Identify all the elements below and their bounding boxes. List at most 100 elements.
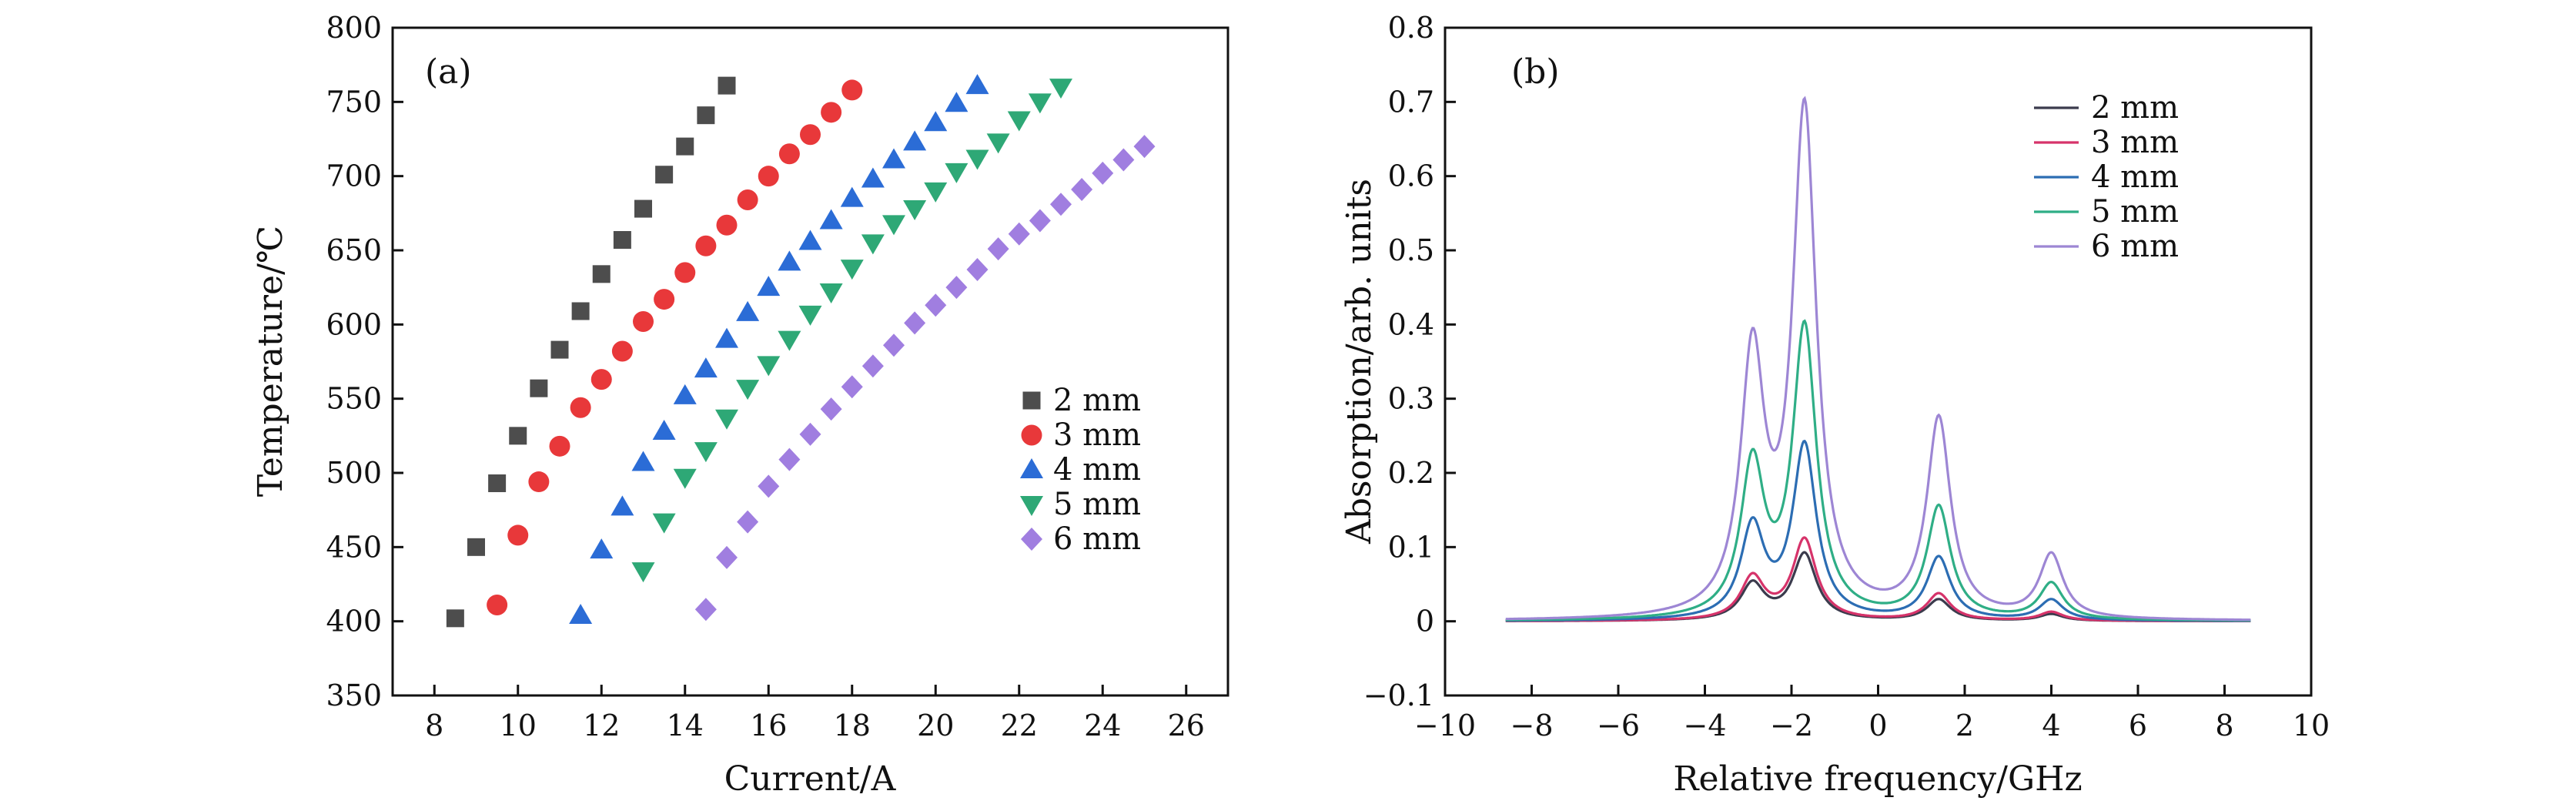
- y-tick-label: −0.1: [1363, 679, 1434, 712]
- panel-a-y-axis-label: Temperature/℃: [251, 226, 290, 497]
- data-point-6mm: [987, 237, 1009, 261]
- panel-a-markers: [446, 74, 1156, 628]
- data-point-2mm: [571, 302, 590, 320]
- data-point-6mm: [820, 397, 842, 421]
- y-tick-label: 500: [326, 456, 382, 490]
- x-tick-label: 4: [2042, 709, 2060, 742]
- x-tick-label: 0: [1868, 709, 1887, 742]
- panel-b-ticks: −10 −8 −6 −4 −2 0 2 4 6 8 10 −0.1 0 0.1 0.2 0.3 0.4 0.5 0.…: [1363, 11, 2330, 742]
- data-point-6mm: [883, 333, 905, 357]
- panel-b-curves: [1505, 96, 2251, 622]
- data-point-2mm: [509, 427, 527, 445]
- data-point-5mm: [924, 182, 948, 203]
- data-point-6mm: [841, 375, 863, 399]
- x-tick-label: −8: [1510, 709, 1553, 742]
- data-point-3mm: [570, 397, 591, 418]
- data-point-2mm: [488, 474, 507, 492]
- data-point-4mm: [778, 250, 801, 271]
- data-point-5mm: [757, 356, 781, 377]
- panel-b-y-axis-label: Absorption/arb. units: [1340, 179, 1379, 545]
- data-point-4mm: [840, 186, 864, 207]
- legend-marker-6mm: [1021, 528, 1042, 551]
- data-point-3mm: [758, 166, 779, 187]
- panel-b-absorption-spectra: −10 −8 −6 −4 −2 0 2 4 6 8 10 −0.1 0 0.1 0.2 0.3 0.4 0.5 0.…: [1340, 11, 2330, 799]
- x-tick-label: 10: [500, 709, 537, 742]
- data-point-5mm: [778, 330, 801, 351]
- data-point-3mm: [737, 189, 758, 210]
- data-point-3mm: [590, 369, 612, 390]
- x-tick-label: 18: [834, 709, 871, 742]
- data-point-4mm: [611, 495, 634, 516]
- y-tick-label: 0.5: [1388, 233, 1434, 267]
- x-tick-label: −2: [1770, 709, 1813, 742]
- legend-marker-4mm: [1020, 458, 1043, 478]
- y-tick-label: 400: [326, 605, 382, 638]
- data-point-3mm: [695, 235, 717, 256]
- data-point-2mm: [676, 137, 694, 156]
- legend-marker-3mm: [1021, 424, 1042, 446]
- data-point-3mm: [528, 471, 550, 493]
- data-point-2mm: [446, 609, 464, 628]
- data-point-6mm: [694, 598, 717, 622]
- series-line-3mm: [1505, 536, 2251, 622]
- data-point-5mm: [819, 283, 843, 303]
- data-point-6mm: [1071, 178, 1093, 202]
- data-point-3mm: [549, 435, 570, 457]
- data-point-6mm: [1092, 161, 1114, 185]
- panel-b-label: (b): [1511, 52, 1560, 92]
- data-point-5mm: [861, 234, 885, 255]
- legend-label: 5 mm: [1053, 487, 1141, 522]
- data-point-4mm: [924, 111, 948, 132]
- panel-b-x-axis-label: Relative frequency/GHz: [1673, 759, 2082, 799]
- y-tick-label: 0.7: [1388, 85, 1434, 119]
- data-point-6mm: [1008, 222, 1030, 246]
- data-point-6mm: [1029, 209, 1051, 233]
- legend-label: 3 mm: [1053, 417, 1141, 453]
- panel-b-legend: 2 mm3 mm4 mm5 mm6 mm: [2034, 90, 2179, 264]
- y-tick-label: 700: [326, 159, 382, 193]
- data-point-3mm: [654, 289, 675, 310]
- data-point-5mm: [1007, 111, 1031, 132]
- data-point-2mm: [467, 538, 485, 556]
- data-point-5mm: [631, 562, 655, 583]
- legend-label: 6 mm: [2091, 229, 2179, 264]
- y-tick-label: 800: [326, 11, 382, 45]
- data-point-4mm: [569, 603, 593, 624]
- x-tick-label: 8: [2215, 709, 2233, 742]
- data-point-4mm: [736, 300, 760, 321]
- data-point-4mm: [882, 148, 905, 169]
- data-point-4mm: [965, 74, 989, 95]
- y-tick-label: 0: [1416, 605, 1434, 638]
- data-point-6mm: [716, 545, 738, 569]
- legend-label: 2 mm: [1053, 383, 1141, 418]
- data-point-4mm: [652, 420, 676, 441]
- data-point-5mm: [715, 409, 738, 430]
- x-tick-label: 6: [2129, 709, 2147, 742]
- data-point-4mm: [694, 357, 718, 378]
- data-point-4mm: [631, 451, 655, 471]
- panel-a-x-axis-label: Current/A: [724, 759, 897, 799]
- series-line-4mm: [1505, 439, 2251, 622]
- data-point-3mm: [674, 262, 696, 283]
- data-point-5mm: [945, 163, 969, 183]
- y-tick-label: 650: [326, 233, 382, 267]
- data-point-6mm: [737, 510, 759, 534]
- data-point-4mm: [798, 230, 822, 250]
- legend-label: 4 mm: [1053, 452, 1141, 488]
- x-tick-label: 24: [1084, 709, 1121, 742]
- data-point-4mm: [903, 130, 927, 151]
- data-point-5mm: [1049, 79, 1072, 99]
- legend-label: 2 mm: [2091, 90, 2179, 126]
- data-point-3mm: [611, 340, 633, 362]
- data-point-6mm: [945, 276, 968, 300]
- panel-b-frame: [1444, 26, 2313, 697]
- data-point-5mm: [965, 149, 989, 170]
- panel-a-ticks: 8 10 12 14 16 18 20 22 24 26 350 400 450 500 550 600 650…: [326, 11, 1204, 742]
- data-point-6mm: [778, 447, 801, 471]
- data-point-5mm: [798, 305, 822, 326]
- data-point-5mm: [986, 133, 1010, 154]
- data-point-6mm: [1050, 193, 1072, 216]
- y-tick-label: 350: [326, 679, 382, 712]
- series-line-5mm: [1505, 319, 2251, 622]
- x-tick-label: −4: [1683, 709, 1726, 742]
